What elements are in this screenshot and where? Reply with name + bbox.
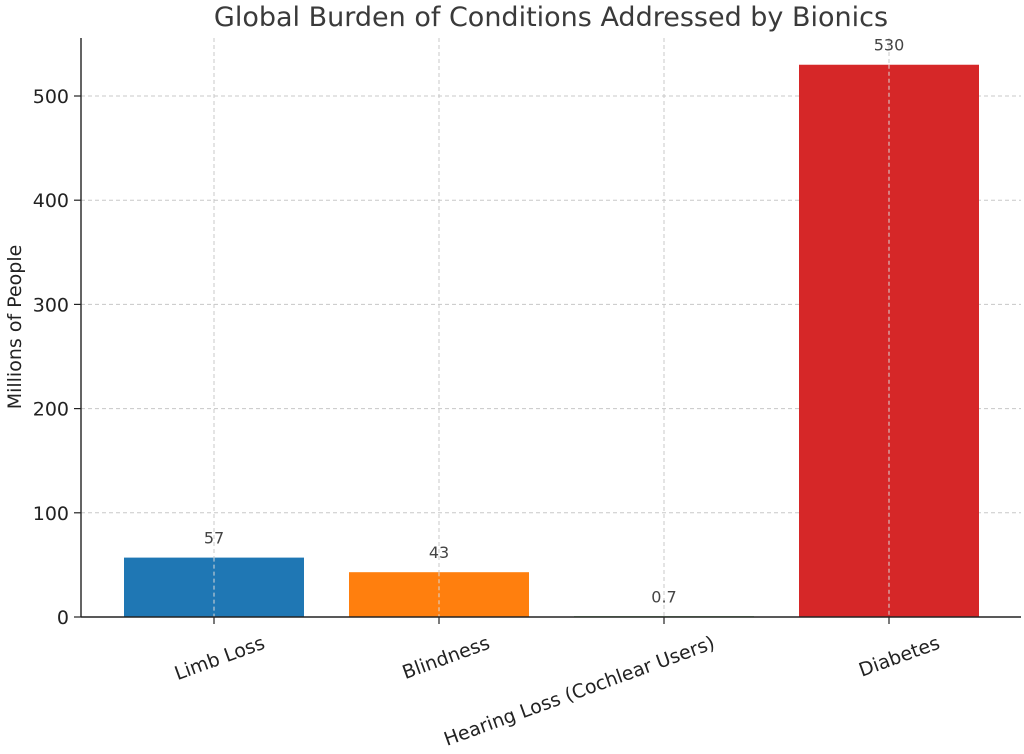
data-label: 57: [204, 529, 224, 548]
data-labels: 57 43 0.7 530: [204, 36, 904, 607]
x-tick-label: Limb Loss: [172, 632, 268, 685]
y-tick-label: 200: [33, 399, 69, 421]
data-label: 0.7: [651, 587, 676, 606]
y-axis-label: Millions of People: [4, 245, 26, 410]
x-tick-label: Diabetes: [856, 632, 943, 682]
y-tick-label: 400: [33, 190, 69, 212]
y-tick-label: 300: [33, 294, 69, 316]
data-label: 530: [874, 36, 905, 55]
x-tick-label: Blindness: [399, 632, 492, 684]
chart-title: Global Burden of Conditions Addressed by…: [214, 2, 888, 33]
y-tick-label: 0: [57, 607, 69, 629]
data-label: 43: [429, 543, 449, 562]
y-ticks: 0 100 200 300 400 500: [33, 86, 81, 629]
axes-layer: [80, 38, 1021, 618]
y-tick-label: 100: [33, 503, 69, 525]
y-tick-label: 500: [33, 86, 69, 108]
bars-layer: [124, 64, 979, 618]
